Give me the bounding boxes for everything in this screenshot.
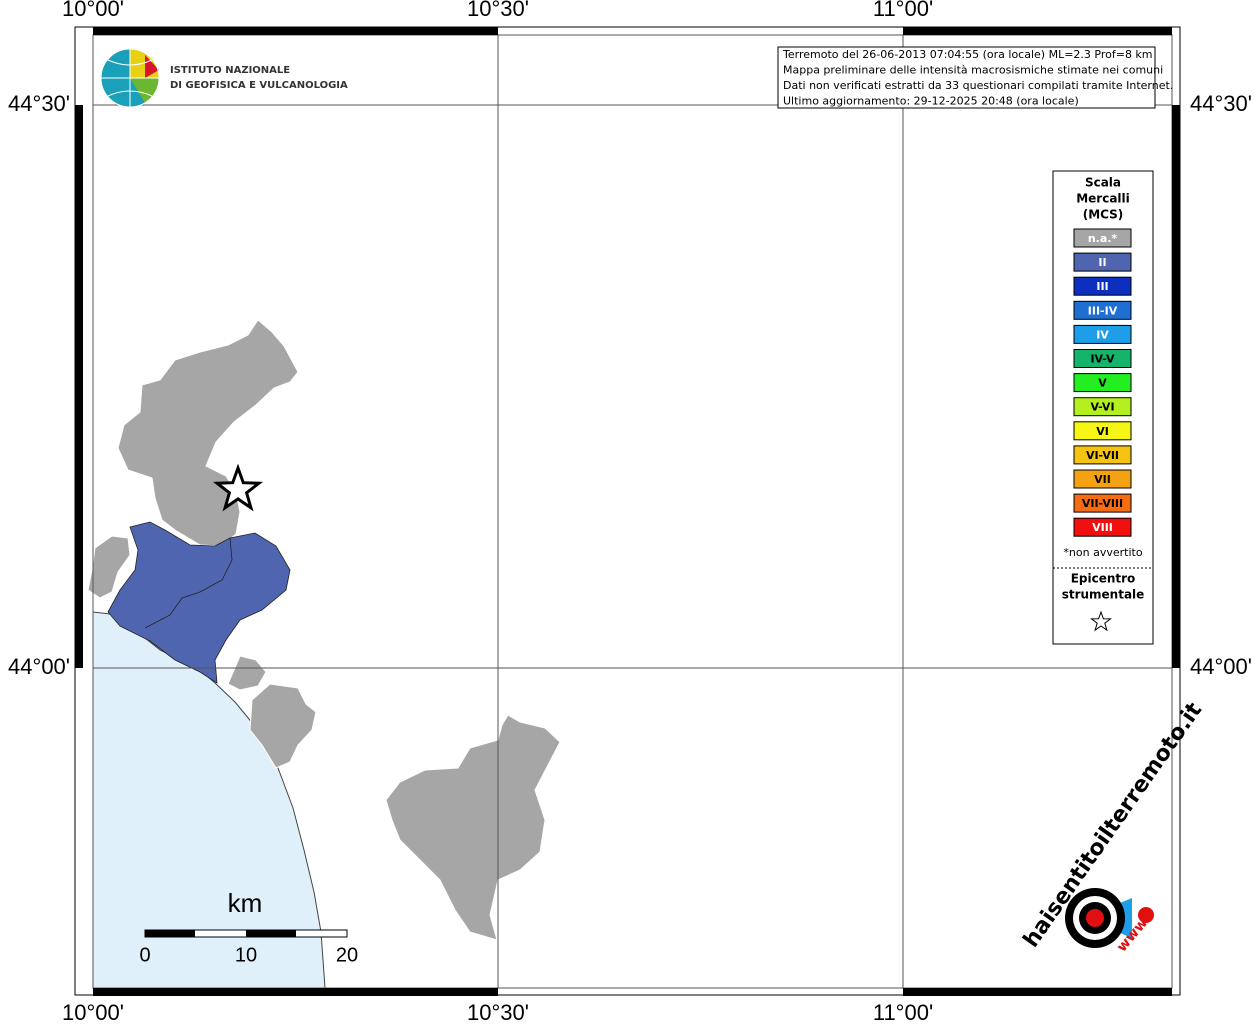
legend-title: Mercalli: [1076, 192, 1130, 206]
lat-label: 44°30': [1190, 91, 1252, 116]
legend-swatch: [1073, 228, 1132, 248]
legend-label: V-VI: [1090, 401, 1114, 414]
legend-epicenter: Epicentro: [1071, 572, 1136, 586]
legend-swatch: [1073, 349, 1132, 368]
border: [144, 537, 233, 629]
lon-label: 10°00': [62, 1000, 124, 1024]
scale-label: 20: [336, 944, 358, 966]
legend-swatch: [1073, 493, 1132, 513]
legend-label: VI: [1096, 425, 1109, 438]
legend-label: II: [1098, 256, 1106, 269]
legend-label: VIII: [1092, 521, 1113, 534]
frame-band: [93, 27, 498, 35]
legend-title: (MCS): [1083, 208, 1124, 222]
info-line: Dati non verificati estratti da 33 quest…: [783, 79, 1173, 92]
legend-swatch: [1073, 276, 1132, 296]
legend-label: III: [1096, 280, 1108, 293]
info-box: [777, 46, 1156, 109]
institute-name: ISTITUTO NAZIONALE: [170, 65, 290, 76]
legend-note: *non avvertito: [1063, 546, 1142, 559]
frame-band: [75, 105, 83, 668]
legend-title: Scala: [1085, 176, 1121, 190]
info-line: Terremoto del 26-06-2013 07:04:55 (ora l…: [782, 48, 1153, 61]
legend-label: VI-VII: [1086, 449, 1119, 462]
legend-label: IV: [1096, 328, 1109, 341]
municipality: [385, 714, 561, 941]
legend-swatch: [1073, 373, 1132, 393]
legend-label: VII: [1094, 473, 1111, 486]
municipality: [107, 521, 291, 684]
legend-star: [1090, 610, 1112, 632]
scale-label: 0: [139, 944, 150, 966]
frame-band: [903, 988, 1172, 996]
legend-label: IV-V: [1090, 353, 1115, 366]
scale-unit: km: [228, 888, 263, 918]
legend-label: III-IV: [1088, 304, 1118, 317]
lat-label: 44°30': [8, 91, 70, 116]
lat-label: 44°00': [8, 654, 70, 679]
lon-label: 11°00': [873, 0, 933, 21]
lon-label: 10°30': [467, 0, 529, 21]
legend-swatch: [1073, 252, 1132, 272]
lat-label: 44°00': [1190, 654, 1252, 679]
lon-label: 10°30': [467, 1000, 529, 1024]
frame-band: [93, 988, 498, 996]
legend-label: V: [1098, 377, 1107, 390]
lon-label: 11°00': [873, 1000, 933, 1024]
info-line: Mappa preliminare delle intensità macros…: [783, 64, 1163, 77]
municipality: [249, 683, 317, 769]
municipality: [227, 655, 267, 691]
legend-epicenter: strumentale: [1062, 588, 1145, 602]
legend-swatch: [1073, 397, 1132, 417]
lon-label: 10°00': [62, 0, 124, 21]
scale-label: 10: [235, 944, 257, 966]
scale-bar: km 0 10 20: [139, 888, 358, 966]
institute-name: DI GEOFISICA E VULCANOLOGIA: [170, 80, 348, 91]
legend-swatch: [1073, 421, 1132, 441]
frame-band: [1172, 105, 1180, 668]
epicenter-star: [212, 463, 264, 512]
municipality: [87, 535, 131, 599]
legend-swatch: [1073, 324, 1132, 344]
frame-band: [903, 27, 1172, 35]
legend-swatch: [1073, 300, 1132, 320]
ingv-logo: ISTITUTO NAZIONALE DI GEOFISICA E VULCAN…: [100, 48, 348, 108]
legend-label: VII-VIII: [1082, 497, 1123, 510]
legend-swatch: [1073, 517, 1132, 537]
legend-swatch: [1073, 445, 1132, 465]
legend-swatch: [1073, 469, 1132, 489]
info-line: Ultimo aggiornamento: 29-12-2025 20:48 (…: [783, 95, 1079, 108]
legend-label: n.a.*: [1088, 232, 1118, 245]
